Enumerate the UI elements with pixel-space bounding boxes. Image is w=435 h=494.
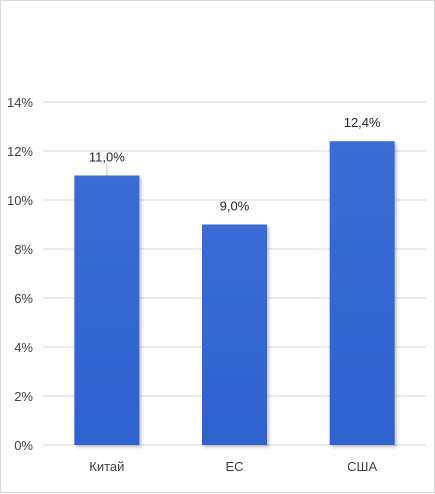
y-tick-label: 8% xyxy=(14,242,33,257)
x-category-label: Китай xyxy=(89,459,124,474)
x-category-label: ЕС xyxy=(225,459,243,474)
data-label: 12,4% xyxy=(344,115,381,130)
y-tick-label: 2% xyxy=(14,389,33,404)
x-category-label: США xyxy=(347,459,377,474)
y-tick-label: 10% xyxy=(7,193,33,208)
bar xyxy=(202,224,267,445)
data-label: 11,0% xyxy=(89,150,125,165)
data-label: 9,0% xyxy=(220,199,250,214)
y-tick-label: 6% xyxy=(14,291,33,306)
y-tick-label: 0% xyxy=(14,438,33,453)
y-tick-label: 4% xyxy=(14,340,33,355)
bar xyxy=(74,175,140,445)
y-tick-label: 14% xyxy=(7,95,33,110)
bar xyxy=(329,141,395,445)
y-tick-label: 12% xyxy=(7,144,33,159)
